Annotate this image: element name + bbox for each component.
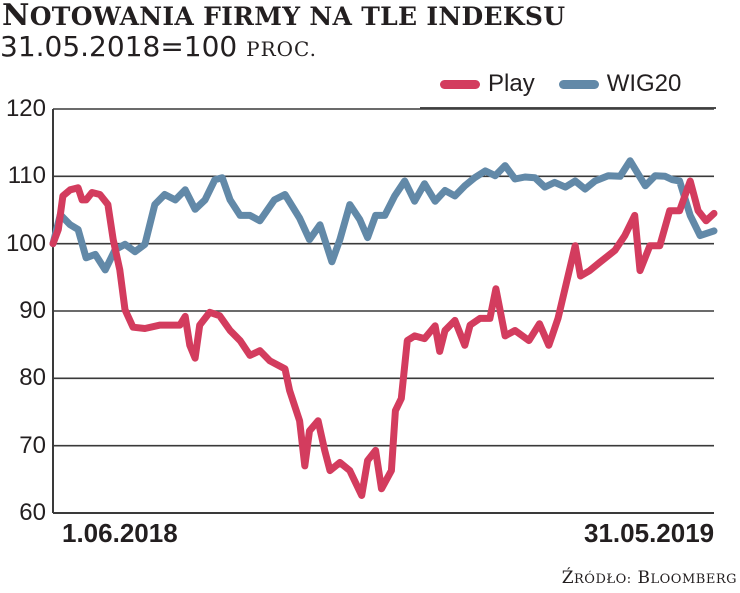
y-tick-100: 100 [5, 230, 46, 257]
y-tick-80: 80 [19, 364, 46, 391]
chart-title: NOTOWANIA FIRMY NA TLE INDEKSU [2, 0, 565, 33]
y-tick-90: 90 [19, 297, 46, 324]
legend-swatch-play [440, 79, 480, 89]
x-tick-end: 31.05.2019 [584, 518, 715, 548]
source-name-initial: B [637, 568, 651, 588]
source-prefix-initial: Ź [561, 568, 574, 588]
y-tick-120: 120 [5, 95, 46, 122]
legend-item-play: Play [440, 70, 535, 98]
subtitle-unit: proc. [246, 37, 317, 61]
y-tick-70: 70 [19, 432, 46, 459]
legend-item-wig20: WIG20 [558, 70, 682, 98]
legend-swatch-wig20 [558, 79, 599, 89]
gridlines [53, 108, 714, 447]
x-tick-start: 1.06.2018 [62, 518, 178, 548]
legend: Play WIG20 [440, 70, 695, 98]
y-tick-110: 110 [7, 162, 46, 189]
subtitle-base: 31.05.2018=100 [0, 30, 238, 63]
source-note: Źródło: Bloomberg [562, 568, 737, 588]
source-prefix-rest: ródło: [574, 572, 632, 587]
legend-divider [420, 107, 716, 109]
series-line-wig20 [49, 157, 718, 274]
y-tick-60: 60 [19, 499, 46, 526]
chart-subtitle: 31.05.2018=100 proc. [0, 30, 317, 66]
source-name-rest: loomberg [650, 572, 737, 587]
chart-title-rest: OTOWANIA FIRMY NA TLE INDEKSU [29, 2, 566, 31]
series-line-play [49, 177, 718, 499]
legend-label-play: Play [488, 70, 535, 97]
legend-label-wig20: WIG20 [606, 70, 682, 97]
chart-title-initial: N [2, 0, 30, 33]
